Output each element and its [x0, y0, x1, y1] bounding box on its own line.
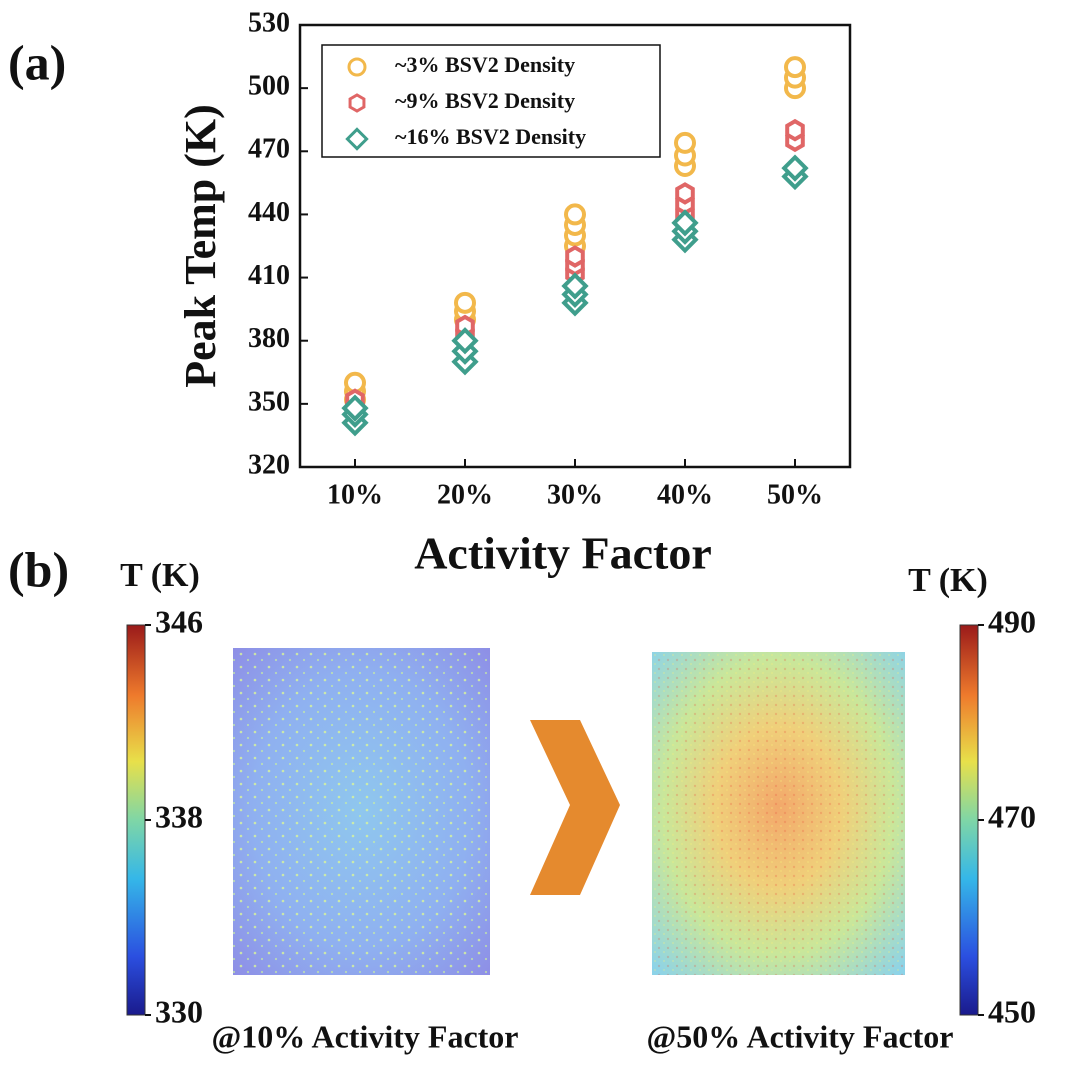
legend-label: ~9% BSV2 Density: [395, 88, 575, 113]
colorbar-title: T (K): [908, 562, 988, 599]
marker: [341, 394, 369, 422]
y-tick-label: 440: [248, 197, 290, 228]
y-tick-label: 350: [248, 386, 290, 417]
legend-marker: [345, 127, 369, 151]
heatmap-texture: [233, 648, 490, 975]
y-axis-label: Peak Temp (K): [176, 104, 225, 388]
y-tick-label: 380: [248, 323, 290, 354]
colorbar-tick-label: 470: [988, 798, 1036, 834]
x-tick-label: 40%: [657, 479, 713, 510]
colorbar-tick-label: 330: [155, 993, 203, 1029]
panel-label: (a): [8, 34, 66, 90]
marker: [675, 182, 695, 205]
marker: [671, 209, 699, 237]
colorbar-tick-label: 490: [988, 603, 1036, 639]
marker: [564, 203, 586, 226]
y-tick-label: 470: [248, 134, 290, 165]
heatmap-texture: [652, 652, 905, 975]
marker: [454, 291, 476, 314]
legend-label: ~16% BSV2 Density: [395, 124, 586, 149]
y-tick-label: 530: [248, 7, 290, 38]
marker: [451, 327, 479, 355]
x-tick-label: 20%: [437, 479, 493, 510]
marker: [674, 131, 696, 154]
colorbar: [959, 624, 979, 1016]
heatmap-caption: @10% Activity Factor: [211, 1018, 518, 1054]
marker: [784, 56, 806, 79]
marker: [781, 154, 809, 182]
legend-box: [321, 44, 661, 158]
y-tick-label: 500: [248, 71, 290, 102]
heatmap-caption: @50% Activity Factor: [646, 1018, 953, 1054]
arrow: [530, 720, 620, 895]
colorbar-tick-label: 346: [155, 603, 203, 639]
y-tick-label: 320: [248, 449, 290, 480]
x-tick-label: 30%: [547, 479, 603, 510]
y-tick-label: 410: [248, 260, 290, 291]
x-axis-label: Activity Factor: [414, 528, 712, 579]
colorbar-title: T (K): [120, 557, 200, 594]
legend-marker: [347, 57, 367, 77]
marker: [565, 245, 585, 268]
legend-label: ~3% BSV2 Density: [395, 52, 575, 77]
marker: [785, 118, 805, 142]
x-tick-label: 50%: [767, 479, 823, 510]
colorbar-tick-label: 450: [988, 993, 1036, 1029]
legend-marker: [348, 93, 366, 113]
marker: [561, 272, 589, 300]
x-tick-label: 10%: [327, 479, 383, 510]
colorbar: [126, 624, 146, 1016]
panel-label: (b): [8, 541, 69, 597]
colorbar-tick-label: 338: [155, 798, 203, 834]
